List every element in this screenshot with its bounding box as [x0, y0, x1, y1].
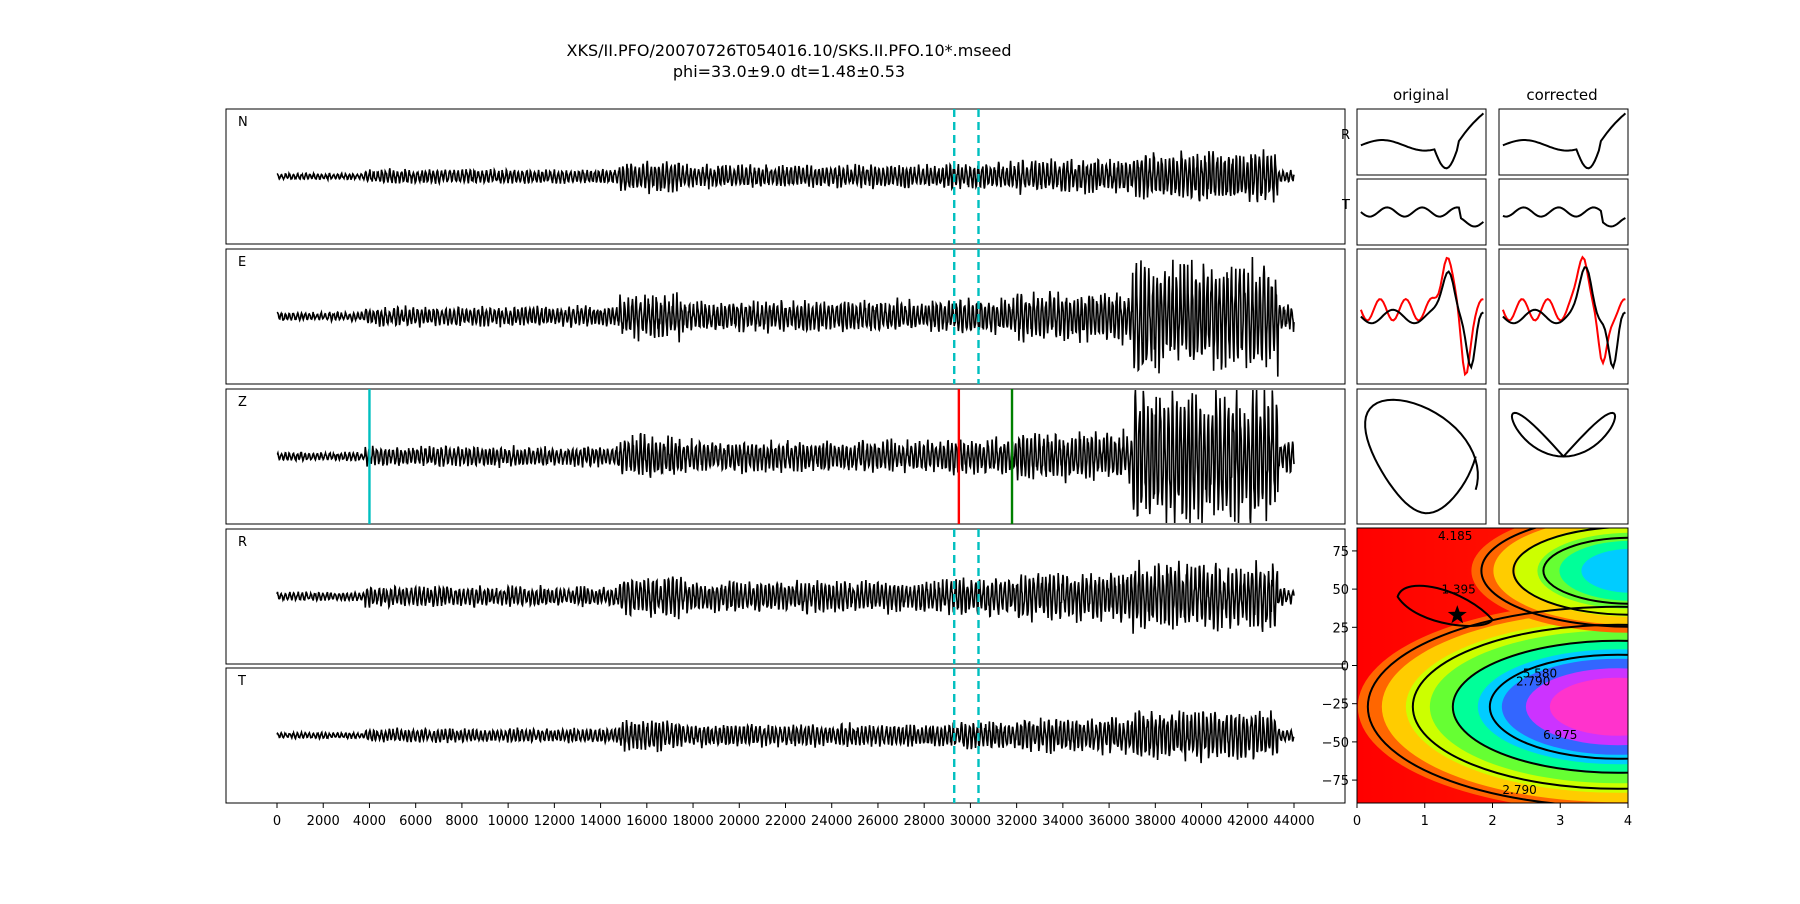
particle-motion-trace	[1510, 411, 1617, 458]
contour-label: 1.395	[1441, 583, 1475, 597]
panel-label: E	[238, 255, 246, 270]
x-tick-label: 20000	[719, 814, 760, 829]
column-title-corrected: corrected	[1526, 86, 1597, 104]
best-fit-star-icon	[1447, 605, 1467, 624]
contour-label: 4.185	[1438, 529, 1472, 543]
panel-label: N	[238, 115, 248, 130]
panel-label: R	[238, 535, 247, 550]
heatmap-y-tick-label: −25	[1322, 698, 1349, 713]
x-tick-label: 34000	[1042, 814, 1083, 829]
contour-label: 5.580	[1523, 667, 1557, 681]
heatmap-contours	[1366, 528, 1628, 803]
heatmap-x-tick-label: 3	[1556, 814, 1564, 829]
x-tick-label: 10000	[487, 814, 528, 829]
heatmap-contour	[1542, 536, 1628, 605]
heatmap-contour	[1451, 639, 1628, 774]
x-tick-label: 42000	[1227, 814, 1268, 829]
particle-motion-trace	[1360, 270, 1484, 370]
waveform-panel-e: E	[225, 248, 1346, 385]
x-tick-label: 22000	[765, 814, 806, 829]
waveform-trace	[276, 149, 1295, 203]
waveform-trace	[276, 389, 1295, 524]
heatmap-y-tick-label: 50	[1332, 583, 1349, 598]
particle-motion-trace	[1360, 112, 1485, 170]
waveform-panel-t: T	[225, 667, 1346, 804]
figure-subtitle: phi=33.0±9.0 dt=1.48±0.53	[673, 62, 905, 81]
heatmap-color-band	[1581, 548, 1628, 593]
heatmap-contour	[1411, 623, 1628, 790]
heatmap-contour	[1512, 528, 1628, 616]
x-tick-label: 30000	[950, 814, 991, 829]
heatmap-contour	[1488, 653, 1628, 760]
heatmap-y-tick-label: 25	[1332, 621, 1349, 636]
panel-label: T	[237, 674, 246, 689]
contour-label: 2.790	[1516, 674, 1550, 688]
particle-motion-trace	[1502, 206, 1626, 228]
x-tick-label: 32000	[996, 814, 1037, 829]
waveform-trace	[276, 710, 1295, 764]
particle-motion-trace	[1364, 398, 1479, 515]
x-tick-label: 36000	[1088, 814, 1129, 829]
x-tick-label: 12000	[534, 814, 575, 829]
x-tick-label: 28000	[904, 814, 945, 829]
contour-label: 2.790	[1502, 783, 1536, 797]
heatmap-y-tick-label: 75	[1332, 545, 1349, 560]
x-tick-label: 18000	[672, 814, 713, 829]
heatmap-contour	[1480, 528, 1628, 628]
x-tick-label: 44000	[1273, 814, 1314, 829]
particle-motion-panels: RT	[1341, 108, 1629, 525]
column-title-original: original	[1393, 86, 1449, 104]
waveform-panel-z: Z	[225, 388, 1346, 525]
particle-motion-trace	[1360, 206, 1485, 228]
particle-motion-trace	[1359, 256, 1484, 377]
waveform-panel-n: N	[225, 108, 1346, 245]
contour-label: 6.975	[1543, 728, 1577, 742]
x-tick-label: 0	[273, 814, 281, 829]
heatmap-color-band	[1549, 677, 1628, 736]
x-tick-label: 26000	[857, 814, 898, 829]
particle-motion-frame	[1356, 388, 1487, 525]
heatmap-y-tick-label: 0	[1341, 660, 1349, 675]
particle-motion-frame	[1356, 108, 1487, 176]
heatmap-y-tick-label: −50	[1322, 736, 1349, 751]
heatmap-contour-minimum	[1396, 584, 1494, 627]
particle-motion-trace	[1502, 266, 1626, 370]
heatmap-axes: 0 1 2 3 4 75 50 25 0 −25 −50 −75	[1322, 545, 1633, 829]
x-tick-label: 2000	[307, 814, 340, 829]
x-tick-label: 6000	[399, 814, 432, 829]
particle-motion-frame	[1498, 108, 1629, 176]
x-tick-label: 14000	[580, 814, 621, 829]
heatmap-x-tick-label: 4	[1624, 814, 1632, 829]
waveform-panel-r: R	[225, 528, 1346, 665]
x-tick-label: 24000	[811, 814, 852, 829]
heatmap-x-tick-label: 2	[1488, 814, 1496, 829]
particle-motion-row-label: R	[1341, 128, 1350, 143]
figure-title: XKS/II.PFO/20070726T054016.10/SKS.II.PFO…	[567, 41, 1012, 60]
x-tick-label: 40000	[1181, 814, 1222, 829]
waveform-panels: N E Z R T	[225, 108, 1346, 804]
heatmap-color-band	[1559, 540, 1628, 601]
x-tick-label: 16000	[626, 814, 667, 829]
particle-motion-frame	[1356, 178, 1487, 246]
heatmap-x-tick-label: 0	[1353, 814, 1361, 829]
x-tick-label: 4000	[353, 814, 386, 829]
heatmap-contour	[1366, 605, 1628, 803]
heatmap-y-tick-label: −75	[1322, 774, 1349, 789]
particle-motion-row-label: T	[1341, 198, 1350, 213]
panel-label: Z	[238, 395, 247, 410]
particle-motion-frame	[1498, 178, 1629, 246]
particle-motion-trace	[1501, 255, 1626, 366]
heatmap-x-tick-label: 1	[1421, 814, 1429, 829]
waveform-trace	[276, 256, 1295, 377]
x-tick-label: 38000	[1135, 814, 1176, 829]
particle-motion-trace	[1502, 112, 1627, 170]
waveform-trace	[276, 559, 1295, 634]
waveform-x-axis: 0 2000 4000 6000 8000 10000 12000 14000 16000 180…	[273, 803, 1315, 829]
x-tick-label: 8000	[445, 814, 478, 829]
